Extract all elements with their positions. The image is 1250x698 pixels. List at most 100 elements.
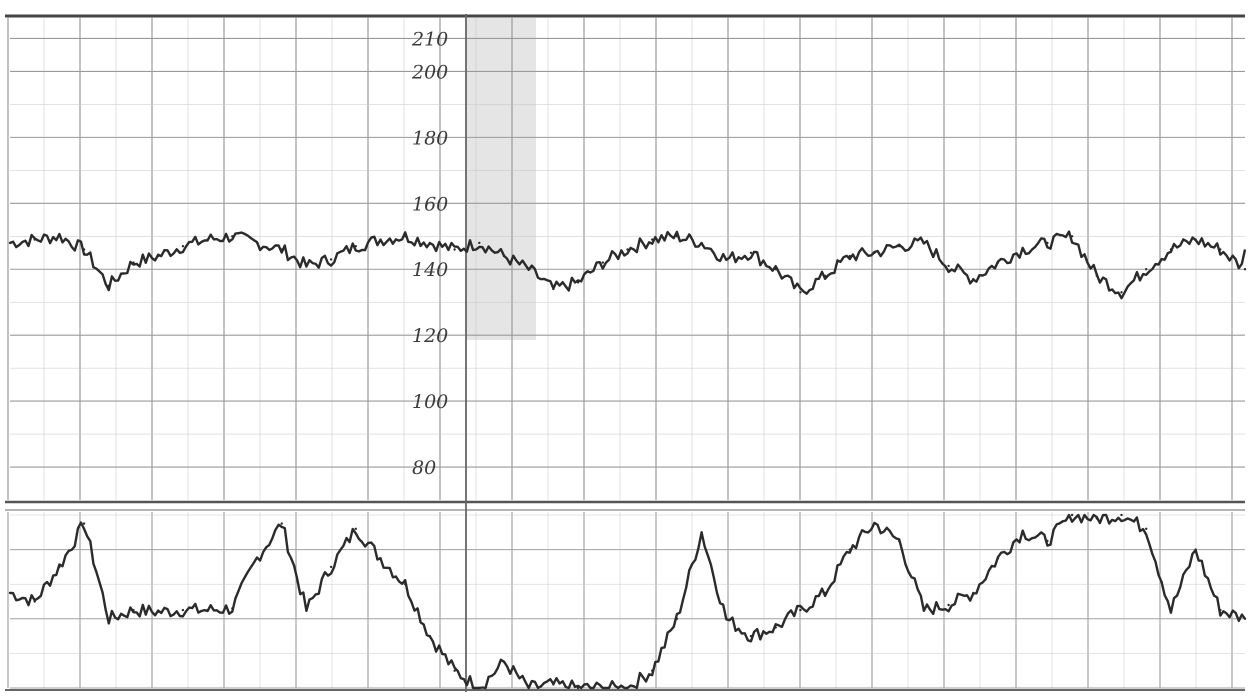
data-point <box>132 608 135 612</box>
data-point <box>601 686 604 690</box>
data-point <box>576 686 580 690</box>
data-point <box>329 565 333 569</box>
data-point <box>799 608 802 612</box>
data-point <box>379 557 382 560</box>
data-point <box>58 235 61 238</box>
data-point <box>873 251 876 254</box>
data-point <box>502 254 506 258</box>
data-point <box>157 254 160 258</box>
fhr-tick-label: 120 <box>412 325 448 347</box>
data-point <box>873 522 876 525</box>
data-point <box>404 583 407 586</box>
data-point <box>453 669 456 672</box>
data-point <box>1169 608 1173 612</box>
fhr-tick-label: 180 <box>412 127 448 149</box>
data-point <box>107 284 111 287</box>
data-point <box>82 522 86 525</box>
data-point <box>255 241 259 245</box>
data-point <box>700 241 703 245</box>
fhr-series <box>8 230 1247 300</box>
data-point <box>1120 513 1123 517</box>
data-point <box>82 248 86 251</box>
data-point <box>972 277 975 281</box>
data-point <box>132 261 135 264</box>
data-point <box>428 241 432 245</box>
data-point <box>33 600 36 603</box>
data-point <box>1169 248 1173 251</box>
data-point <box>305 264 308 268</box>
data-point <box>774 626 777 629</box>
data-point <box>1243 617 1247 620</box>
toco-series <box>8 513 1247 690</box>
data-point <box>1021 248 1024 251</box>
data-point <box>972 591 975 595</box>
data-point <box>1046 539 1049 543</box>
data-point <box>922 608 926 612</box>
data-point <box>280 248 283 251</box>
data-point <box>527 686 530 690</box>
data-point <box>552 287 555 291</box>
data-point <box>1219 608 1222 612</box>
data-point <box>58 565 61 569</box>
data-point <box>576 281 580 284</box>
data-point <box>280 522 283 525</box>
data-point <box>1120 291 1123 294</box>
data-point <box>725 617 728 620</box>
data-point <box>354 245 357 248</box>
fhr-tick-label: 80 <box>412 457 436 479</box>
data-point <box>107 617 111 620</box>
data-point <box>255 557 259 560</box>
data-point <box>749 251 753 254</box>
data-point <box>206 238 209 241</box>
data-point <box>1095 517 1099 520</box>
data-point <box>1219 248 1222 251</box>
data-point <box>8 241 12 245</box>
data-point <box>848 254 851 258</box>
data-point <box>947 264 950 268</box>
data-point <box>1145 527 1148 530</box>
data-point <box>1095 274 1099 277</box>
data-point <box>478 686 481 690</box>
frame <box>5 14 1245 692</box>
data-point <box>379 238 382 241</box>
data-point <box>922 241 926 245</box>
data-point <box>157 610 160 614</box>
data-point <box>601 261 604 264</box>
data-point <box>749 634 753 638</box>
data-point <box>428 634 432 638</box>
data-point <box>527 268 530 271</box>
data-point <box>1194 238 1197 241</box>
data-point <box>898 245 901 248</box>
fhr-tick-label: 200 <box>411 61 448 83</box>
data-point <box>1021 531 1024 534</box>
fhr-tick-label: 140 <box>412 259 448 281</box>
data-point <box>231 235 234 238</box>
data-point <box>799 291 802 294</box>
data-point <box>33 238 36 241</box>
data-point <box>700 531 703 534</box>
data-point <box>305 608 308 612</box>
data-point <box>329 258 333 261</box>
data-point <box>848 548 851 551</box>
data-point <box>996 261 1000 264</box>
data-point <box>502 660 506 664</box>
data-point <box>774 268 777 271</box>
data-point <box>552 683 555 686</box>
data-point <box>675 235 679 238</box>
data-point <box>947 603 950 607</box>
data-point <box>231 607 234 610</box>
data-point <box>823 274 827 277</box>
data-point <box>1046 241 1049 245</box>
data-point <box>453 248 456 251</box>
fhr-tick-label: 210 <box>411 28 448 50</box>
data-point <box>1243 268 1247 271</box>
data-point <box>354 527 357 530</box>
data-point <box>206 608 209 612</box>
data-point <box>996 557 1000 560</box>
data-point <box>1194 548 1197 551</box>
data-point <box>675 617 679 620</box>
data-point <box>823 591 827 595</box>
data-point <box>626 248 629 251</box>
